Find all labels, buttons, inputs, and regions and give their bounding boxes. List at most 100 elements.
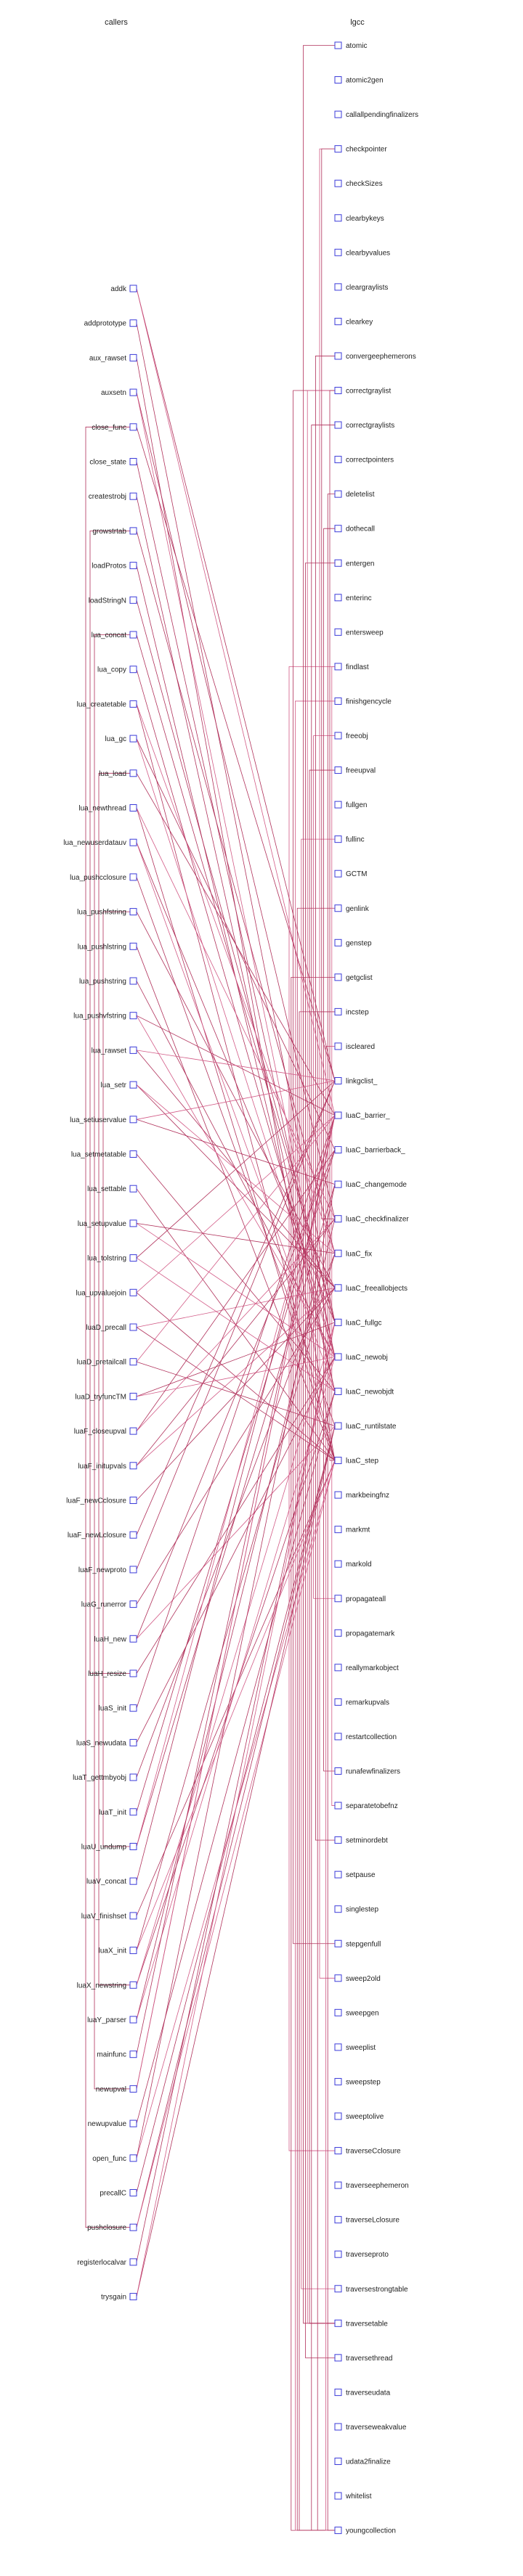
lgc-function-node[interactable]: setpause bbox=[334, 1870, 376, 1879]
lgc-function-node[interactable]: traversestrongtable bbox=[334, 2285, 408, 2294]
caller-node[interactable]: addk bbox=[110, 285, 137, 293]
lgc-function-node[interactable]: traverseweakvalue bbox=[334, 2423, 407, 2432]
caller-node[interactable]: luaX_init bbox=[99, 1947, 137, 1955]
lgc-function-node[interactable]: correctgraylist bbox=[334, 387, 391, 396]
caller-node[interactable]: lua_pushfstring bbox=[77, 908, 137, 917]
lgc-function-node[interactable]: genlink bbox=[334, 904, 370, 913]
lgc-function-node[interactable]: finishgencycle bbox=[334, 697, 392, 706]
caller-node[interactable]: lua_pushcclosure bbox=[70, 873, 137, 882]
lgc-function-node[interactable]: freeupval bbox=[334, 766, 376, 775]
lgc-function-node[interactable]: luaC_step bbox=[334, 1457, 378, 1465]
caller-node[interactable]: lua_upvaluejoin bbox=[76, 1288, 137, 1297]
lgc-function-node[interactable]: checkpointer bbox=[334, 145, 387, 154]
lgc-function-node[interactable]: freeobj bbox=[334, 732, 368, 740]
lgc-function-node[interactable]: traverseproto bbox=[334, 2250, 389, 2259]
lgc-function-node[interactable]: luaC_newobj bbox=[334, 1353, 388, 1362]
caller-node[interactable]: lua_setmetatable bbox=[71, 1150, 137, 1159]
caller-node[interactable]: luaX_newstring bbox=[77, 1981, 137, 1990]
lgc-function-node[interactable]: youngcollection bbox=[334, 2527, 396, 2535]
caller-node[interactable]: lua_createtable bbox=[77, 700, 137, 708]
caller-node[interactable]: close_func bbox=[92, 423, 137, 432]
caller-node[interactable]: luaF_newLclosure bbox=[68, 1531, 137, 1540]
lgc-function-node[interactable]: traversetable bbox=[334, 2319, 388, 2328]
lgc-function-node[interactable]: sweeplist bbox=[334, 2043, 376, 2052]
caller-node[interactable]: luaT_init bbox=[99, 1808, 137, 1817]
lgc-function-node[interactable]: traverseLclosure bbox=[334, 2216, 400, 2225]
lgc-function-node[interactable]: getgclist bbox=[334, 973, 373, 982]
caller-node[interactable]: aux_rawset bbox=[89, 353, 137, 362]
caller-node[interactable]: lua_pushvfstring bbox=[73, 1012, 137, 1021]
lgc-function-node[interactable]: traverseCclosure bbox=[334, 2147, 401, 2156]
lgc-function-node[interactable]: clearbyvalues bbox=[334, 248, 390, 257]
lgc-function-node[interactable]: findlast bbox=[334, 663, 369, 671]
lgc-function-node[interactable]: luaC_changemode bbox=[334, 1180, 407, 1189]
caller-node[interactable]: luaF_newCclosure bbox=[66, 1497, 137, 1505]
caller-node[interactable]: luaS_newudata bbox=[76, 1738, 137, 1747]
caller-node[interactable]: luaU_undump bbox=[81, 1843, 137, 1852]
caller-node[interactable]: luaD_pretailcall bbox=[77, 1358, 137, 1367]
lgc-function-node[interactable]: traversethread bbox=[334, 2354, 392, 2363]
caller-node[interactable]: newupvalue bbox=[88, 2119, 137, 2128]
caller-node[interactable]: precallC bbox=[100, 2189, 137, 2198]
caller-node[interactable]: luaY_parser bbox=[87, 2016, 137, 2024]
caller-node[interactable]: loadStringN bbox=[89, 596, 137, 605]
caller-node[interactable]: lua_setupvalue bbox=[78, 1219, 137, 1228]
lgc-function-node[interactable]: udata2finalize bbox=[334, 2458, 391, 2466]
caller-node[interactable]: luaG_runerror bbox=[81, 1600, 137, 1609]
lgc-function-node[interactable]: correctgraylists bbox=[334, 421, 394, 430]
caller-node[interactable]: luaH_new bbox=[94, 1635, 137, 1643]
lgc-function-node[interactable]: propagateall bbox=[334, 1595, 386, 1603]
lgc-function-node[interactable]: atomic bbox=[334, 41, 367, 50]
caller-node[interactable]: growstrtab bbox=[92, 527, 137, 536]
lgc-function-node[interactable]: clearkey bbox=[334, 317, 373, 326]
caller-node[interactable]: lua_setr bbox=[100, 1081, 137, 1089]
caller-node[interactable]: lua_newthread bbox=[78, 804, 137, 813]
lgc-function-node[interactable]: iscleared bbox=[334, 1042, 375, 1051]
caller-node[interactable]: trysgain bbox=[101, 2293, 137, 2302]
caller-node[interactable]: addprototype bbox=[84, 319, 137, 328]
caller-node[interactable]: lua_gc bbox=[105, 735, 137, 743]
caller-node[interactable]: mainfunc bbox=[97, 2050, 137, 2059]
caller-node[interactable]: luaD_precall bbox=[86, 1323, 137, 1332]
lgc-function-node[interactable]: luaC_barrierback_ bbox=[334, 1146, 405, 1155]
caller-node[interactable]: luaH_resize bbox=[88, 1669, 137, 1678]
lgc-function-node[interactable]: genstep bbox=[334, 939, 372, 947]
lgc-function-node[interactable]: markbeingfnz bbox=[334, 1491, 389, 1500]
lgc-function-node[interactable]: entersweep bbox=[334, 628, 384, 637]
lgc-function-node[interactable]: sweepstep bbox=[334, 2077, 381, 2086]
lgc-function-node[interactable]: stepgenfull bbox=[334, 1939, 381, 1948]
caller-node[interactable]: auxsetn bbox=[101, 388, 137, 397]
lgc-function-node[interactable]: traverseudata bbox=[334, 2388, 391, 2397]
caller-node[interactable]: lua_copy bbox=[97, 666, 137, 674]
lgc-function-node[interactable]: linkgclist_ bbox=[334, 1077, 378, 1086]
lgc-function-node[interactable]: sweeptolive bbox=[334, 2112, 384, 2121]
lgc-function-node[interactable]: luaC_fullgc bbox=[334, 1318, 381, 1327]
lgc-function-node[interactable]: cleargraylists bbox=[334, 283, 388, 292]
lgc-function-node[interactable]: runafewfinalizers bbox=[334, 1767, 400, 1776]
lgc-function-node[interactable]: markold bbox=[334, 1560, 372, 1569]
caller-node[interactable]: lua_pushlstring bbox=[78, 942, 137, 951]
caller-node[interactable]: pushclosure bbox=[87, 2223, 137, 2232]
caller-node[interactable]: createstrobj bbox=[89, 492, 137, 501]
caller-node[interactable]: open_func bbox=[92, 2154, 137, 2163]
lgc-function-node[interactable]: luaC_fix bbox=[334, 1249, 372, 1258]
lgc-function-node[interactable]: GCTM bbox=[334, 870, 367, 878]
caller-node[interactable]: lua_tolstring bbox=[87, 1254, 137, 1263]
lgc-function-node[interactable]: sweepgen bbox=[334, 2008, 379, 2017]
lgc-function-node[interactable]: sweep2old bbox=[334, 1974, 381, 1983]
lgc-function-node[interactable]: traverseephemeron bbox=[334, 2181, 409, 2190]
lgc-function-node[interactable]: fullgen bbox=[334, 801, 367, 809]
caller-node[interactable]: luaV_finishset bbox=[81, 1912, 137, 1921]
lgc-function-node[interactable]: deletelist bbox=[334, 490, 375, 499]
lgc-function-node[interactable]: markmt bbox=[334, 1526, 370, 1534]
lgc-function-node[interactable]: separatetobefnz bbox=[334, 1802, 398, 1810]
lgc-function-node[interactable]: setminordebt bbox=[334, 1836, 388, 1845]
lgc-function-node[interactable]: dothecall bbox=[334, 525, 375, 533]
lgc-function-node[interactable]: whitelist bbox=[334, 2492, 372, 2501]
caller-node[interactable]: luaF_newproto bbox=[78, 1566, 137, 1574]
caller-node[interactable]: loadProtos bbox=[92, 562, 137, 571]
lgc-function-node[interactable]: incstep bbox=[334, 1007, 369, 1016]
caller-node[interactable]: lua_load bbox=[99, 769, 137, 778]
caller-node[interactable]: luaF_closeupval bbox=[74, 1427, 137, 1436]
caller-node[interactable]: lua_setiuservalue bbox=[70, 1116, 137, 1124]
